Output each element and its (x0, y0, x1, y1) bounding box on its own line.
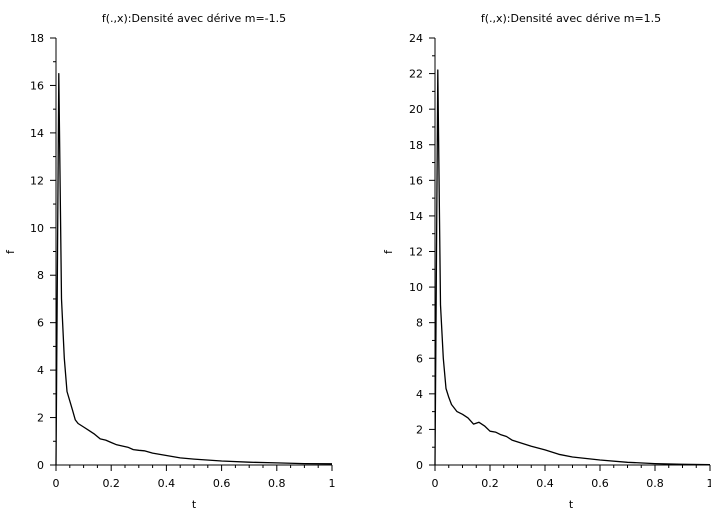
y-axis-label-right: f (382, 249, 395, 254)
y-tick-label-right: 16 (409, 174, 423, 187)
y-axis-label-left: f (4, 249, 17, 254)
chart-right: f(.,x):Densité avec dérive m=1.5 t f 0 0.… (382, 12, 711, 511)
x-tick-label-left: 0.6 (213, 477, 231, 490)
y-tick-label-left: 6 (37, 317, 44, 330)
x-tick-label-right: 1 (707, 477, 711, 490)
x-tick-label-right: 0 (432, 477, 439, 490)
y-tick-label-right: 6 (416, 352, 423, 365)
y-tick-label-right: 10 (409, 281, 423, 294)
y-tick-label-left: 0 (37, 459, 44, 472)
y-tick-label-right: 8 (416, 317, 423, 330)
y-tick-label-right: 22 (409, 68, 423, 81)
y-tick-label-left: 14 (30, 127, 44, 140)
x-tick-label-left: 1 (329, 477, 336, 490)
x-tick-label-left: 0.8 (268, 477, 286, 490)
y-tick-label-left: 12 (30, 174, 44, 187)
density-line-left (55, 72, 333, 466)
y-tick-label-left: 8 (37, 269, 44, 282)
density-line-right (434, 69, 711, 466)
y-tick-label-right: 20 (409, 103, 423, 116)
y-tick-label-right: 12 (409, 246, 423, 259)
chart-title-right: f(.,x):Densité avec dérive m=1.5 (481, 12, 661, 25)
x-tick-label-left: 0 (53, 477, 60, 490)
chart-title-left: f(.,x):Densité avec dérive m=-1.5 (102, 12, 286, 25)
y-tick-label-right: 18 (409, 139, 423, 152)
x-tick-label-left: 0.2 (102, 477, 120, 490)
x-axis-label-left: t (192, 498, 197, 511)
y-tick-label-left: 2 (37, 412, 44, 425)
y-tick-label-right: 4 (416, 388, 423, 401)
y-tick-label-left: 10 (30, 222, 44, 235)
y-tick-label-left: 4 (37, 364, 44, 377)
x-axis-label-right: t (569, 498, 574, 511)
y-tick-label-left: 16 (30, 79, 44, 92)
x-tick-label-right: 0.4 (536, 477, 554, 490)
x-tick-label-right: 0.8 (646, 477, 664, 490)
y-tick-label-right: 2 (416, 423, 423, 436)
x-tick-label-right: 0.2 (481, 477, 499, 490)
y-tick-label-right: 14 (409, 210, 423, 223)
y-tick-label-left: 18 (30, 32, 44, 45)
y-tick-label-right: 0 (416, 459, 423, 472)
y-tick-label-right: 24 (409, 32, 423, 45)
x-tick-label-right: 0.6 (591, 477, 609, 490)
x-tick-label-left: 0.4 (158, 477, 176, 490)
